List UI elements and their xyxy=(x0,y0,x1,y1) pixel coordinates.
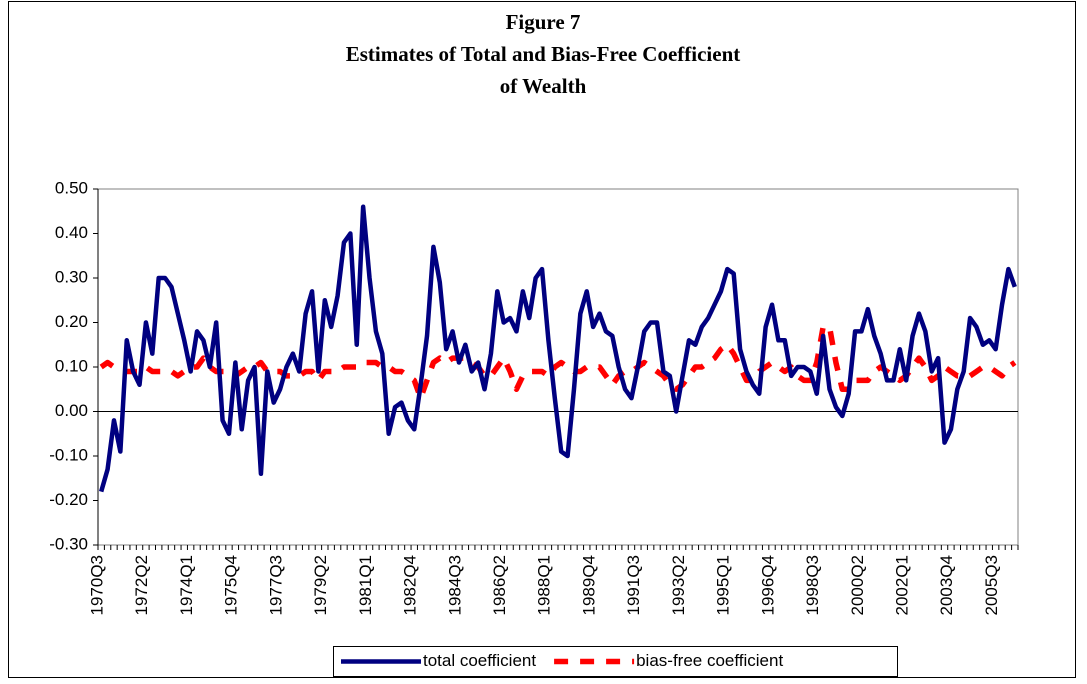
x-tick-label: 1975Q4 xyxy=(222,555,241,616)
x-tick-label: 1977Q3 xyxy=(266,555,285,616)
y-tick-label: -0.20 xyxy=(49,490,88,509)
x-tick-label: 1982Q4 xyxy=(401,555,420,616)
x-tick-label: 1995Q1 xyxy=(714,555,733,616)
x-tick-label: 2000Q2 xyxy=(848,555,867,616)
chart-title: Estimates of Total and Bias-Free Coeffic… xyxy=(346,42,741,66)
y-tick-label: -0.10 xyxy=(49,445,88,464)
x-tick-label: 2005Q3 xyxy=(982,555,1001,616)
x-tick-label: 1972Q2 xyxy=(132,555,151,616)
legend-label: total coefficient xyxy=(423,651,536,670)
x-tick-label: 1984Q3 xyxy=(445,555,464,616)
y-tick-label: 0.00 xyxy=(55,401,88,420)
x-tick-label: 1981Q1 xyxy=(356,555,375,616)
x-tick-label: 1970Q3 xyxy=(87,555,106,616)
x-tick-label: 2003Q4 xyxy=(937,555,956,616)
x-tick-label: 1979Q2 xyxy=(311,555,330,616)
x-tick-label: 1986Q2 xyxy=(490,555,509,616)
x-tick-label: 1989Q4 xyxy=(579,555,598,616)
y-tick-label: 0.50 xyxy=(55,178,88,197)
y-tick-label: 0.20 xyxy=(55,312,88,331)
line-series xyxy=(99,204,1017,493)
x-tick-label: 1993Q2 xyxy=(669,555,688,616)
x-tick-label: 2002Q1 xyxy=(892,555,911,616)
line-series xyxy=(99,324,1017,401)
y-tick-label: 0.40 xyxy=(55,223,88,242)
x-tick-label: 1974Q1 xyxy=(177,555,196,616)
y-tick-label: -0.30 xyxy=(49,534,88,553)
legend-label: bias-free coefficient xyxy=(636,651,783,670)
y-tick-label: 0.30 xyxy=(55,267,88,286)
x-tick-label: 1991Q3 xyxy=(624,555,643,616)
chart-title: Figure 7 xyxy=(506,10,581,34)
x-tick-label: 1988Q1 xyxy=(535,555,554,616)
y-tick-label: 0.10 xyxy=(55,356,88,375)
x-tick-label: 1996Q4 xyxy=(758,555,777,616)
x-tick-label: 1998Q3 xyxy=(803,555,822,616)
chart-title: of Wealth xyxy=(500,74,587,98)
